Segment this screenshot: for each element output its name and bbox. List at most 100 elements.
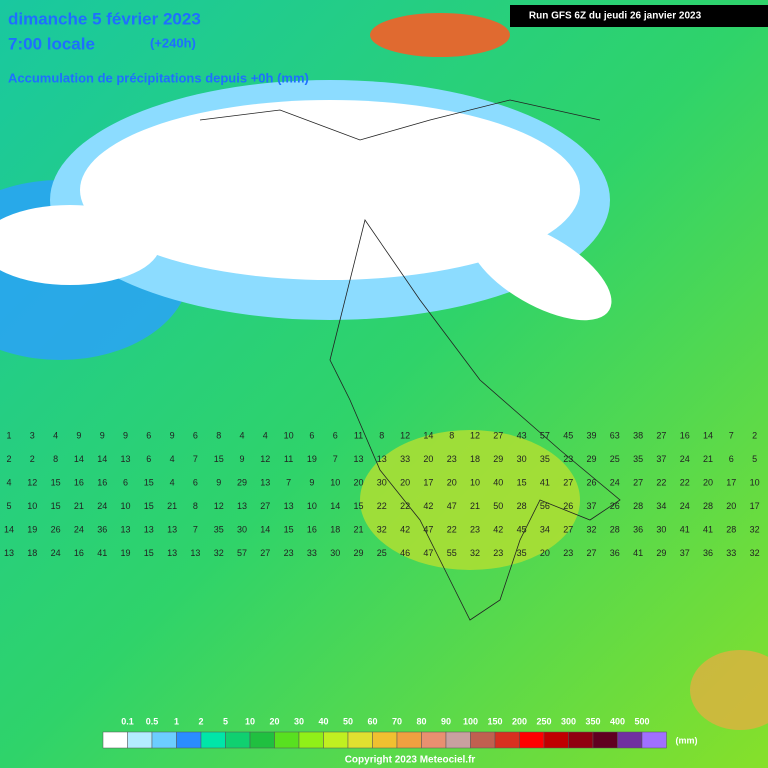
legend-label: 70	[392, 716, 402, 726]
time: 7:00 locale	[8, 34, 95, 53]
grid-value: 13	[353, 454, 363, 464]
grid-value: 14	[4, 524, 14, 534]
grid-value: 42	[400, 524, 410, 534]
grid-value: 57	[237, 548, 247, 558]
grid-value: 23	[493, 548, 503, 558]
grid-value: 15	[51, 501, 61, 511]
grid-value: 23	[563, 454, 573, 464]
grid-value: 10	[330, 477, 340, 487]
grid-value: 26	[610, 501, 620, 511]
grid-value: 14	[703, 430, 713, 440]
grid-value: 14	[97, 454, 107, 464]
legend-swatch	[323, 731, 349, 749]
grid-value: 47	[423, 524, 433, 534]
legend-label: 350	[585, 716, 600, 726]
grid-value: 13	[284, 501, 294, 511]
grid-value: 9	[170, 430, 175, 440]
legend-label: 250	[536, 716, 551, 726]
legend-swatch	[445, 731, 471, 749]
grid-value: 37	[656, 454, 666, 464]
grid-value: 23	[470, 524, 480, 534]
grid-value: 35	[214, 524, 224, 534]
grid-value: 22	[680, 477, 690, 487]
grid-value: 19	[27, 524, 37, 534]
grid-value: 6	[146, 454, 151, 464]
grid-value: 21	[74, 501, 84, 511]
legend-label: 1	[174, 716, 179, 726]
grid-value: 29	[493, 454, 503, 464]
legend-label: 20	[269, 716, 279, 726]
grid-value: 27	[493, 430, 503, 440]
grid-value: 7	[193, 454, 198, 464]
legend-swatch	[617, 731, 643, 749]
grid-value: 24	[610, 477, 620, 487]
grid-value: 14	[330, 501, 340, 511]
legend-swatch	[543, 731, 569, 749]
grid-value: 28	[633, 501, 643, 511]
legend-swatch	[347, 731, 373, 749]
grid-value: 10	[27, 501, 37, 511]
grid-value: 1	[6, 430, 11, 440]
grid-value: 39	[586, 430, 596, 440]
legend-swatch	[274, 731, 300, 749]
legend-label: 300	[561, 716, 576, 726]
legend-swatch	[298, 731, 324, 749]
grid-value: 15	[51, 477, 61, 487]
grid-value: 11	[354, 430, 363, 440]
legend-label: 90	[441, 716, 451, 726]
legend-label: 60	[367, 716, 377, 726]
grid-value: 4	[53, 430, 58, 440]
legend-swatch	[396, 731, 422, 749]
grid-value: 13	[237, 501, 247, 511]
grid-value: 38	[633, 430, 643, 440]
grid-value: 27	[260, 548, 270, 558]
grid-value: 28	[610, 524, 620, 534]
legend-label: 80	[416, 716, 426, 726]
grid-value: 6	[333, 430, 338, 440]
legend-label: 100	[463, 716, 478, 726]
grid-value: 18	[470, 454, 480, 464]
grid-value: 32	[470, 548, 480, 558]
grid-value: 14	[423, 430, 433, 440]
grid-value: 2	[752, 430, 757, 440]
grid-value: 15	[214, 454, 224, 464]
legend-label: 200	[512, 716, 527, 726]
grid-value: 42	[493, 524, 503, 534]
legend-swatch	[372, 731, 398, 749]
grid-value: 23	[447, 454, 457, 464]
grid-value: 28	[703, 501, 713, 511]
grid-value: 27	[563, 477, 573, 487]
grid-value: 15	[144, 501, 154, 511]
rain-zone	[360, 430, 580, 570]
grid-value: 37	[680, 548, 690, 558]
grid-value: 3	[30, 430, 35, 440]
legend-label: 2	[198, 716, 203, 726]
grid-value: 32	[750, 524, 760, 534]
grid-value: 20	[447, 477, 457, 487]
grid-value: 13	[144, 524, 154, 534]
grid-value: 9	[216, 477, 221, 487]
grid-value: 43	[517, 430, 527, 440]
grid-value: 19	[120, 548, 130, 558]
grid-value: 32	[750, 548, 760, 558]
grid-value: 9	[239, 454, 244, 464]
legend-swatch	[592, 731, 618, 749]
grid-value: 9	[123, 430, 128, 440]
grid-value: 12	[470, 430, 480, 440]
grid-value: 14	[260, 524, 270, 534]
coastline	[329, 219, 621, 621]
grid-value: 27	[633, 477, 643, 487]
grid-value: 25	[610, 454, 620, 464]
border	[199, 99, 601, 141]
legend-swatch	[151, 731, 177, 749]
grid-value: 15	[144, 548, 154, 558]
legend-label: 0.5	[146, 716, 159, 726]
lead: (+240h)	[150, 35, 196, 50]
grid-value: 36	[610, 548, 620, 558]
legend-swatch	[127, 731, 153, 749]
grid-value: 13	[167, 524, 177, 534]
grid-value: 34	[540, 524, 550, 534]
grid-value: 15	[353, 501, 363, 511]
grid-value: 21	[703, 454, 713, 464]
